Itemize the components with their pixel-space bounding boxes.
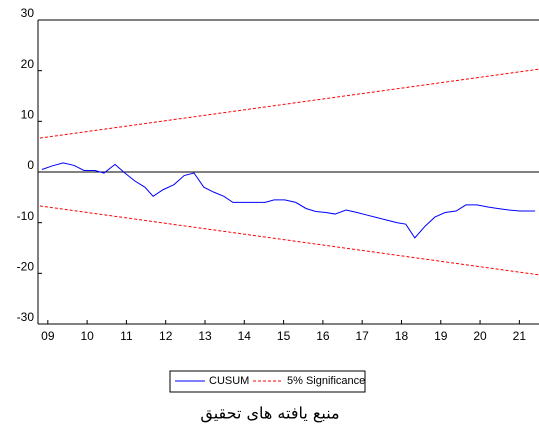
x-tick-label: 15	[277, 329, 291, 343]
series-line	[39, 68, 539, 139]
x-tick-label: 17	[355, 329, 369, 343]
y-tick-label: -30	[17, 310, 35, 324]
x-tick-label: 20	[473, 329, 487, 343]
x-tick-label: 21	[513, 329, 527, 343]
x-tick-label: 10	[80, 329, 94, 343]
x-tick-label: 18	[395, 329, 409, 343]
y-tick-label: 10	[21, 108, 35, 122]
series-line	[41, 162, 536, 239]
y-tick-label: -20	[17, 260, 35, 274]
y-tick-label: 30	[21, 6, 35, 20]
x-tick-label: 16	[316, 329, 330, 343]
legend-label: 5% Significance	[287, 375, 365, 387]
x-tick-label: 13	[198, 329, 212, 343]
legend-box	[169, 370, 366, 393]
x-tick-label: 11	[120, 329, 133, 343]
legend-label: CUSUM	[209, 375, 249, 387]
y-tick-label: -10	[17, 209, 35, 223]
caption: منبع یافته های تحقیق	[200, 404, 339, 423]
y-tick-label: 20	[21, 57, 35, 71]
series-line-lower	[39, 205, 539, 276]
x-tick-label: 09	[41, 329, 55, 343]
x-tick-label: 19	[434, 329, 448, 343]
x-tick-label: 14	[238, 329, 252, 343]
y-tick-label: 0	[27, 158, 34, 172]
x-tick-label: 12	[159, 329, 173, 343]
